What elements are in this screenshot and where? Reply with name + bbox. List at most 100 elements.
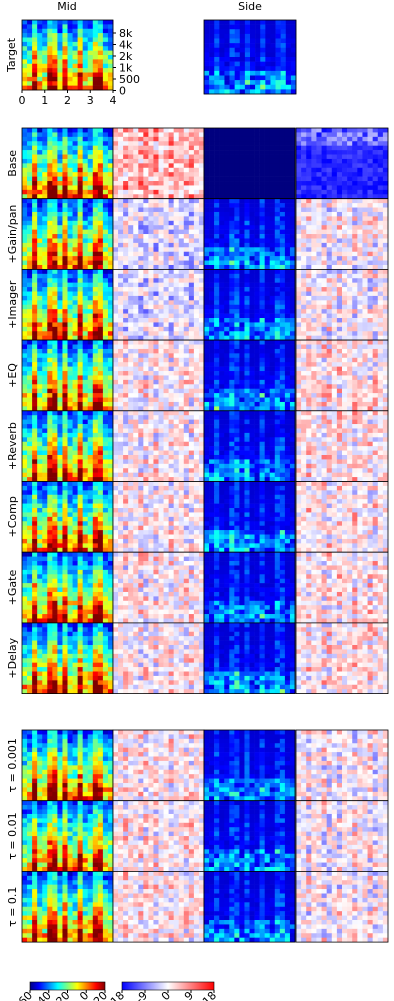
- cell: [88, 38, 93, 43]
- cell: [179, 132, 184, 137]
- cell: [133, 155, 138, 160]
- cell: [275, 384, 280, 389]
- cell: [57, 375, 62, 380]
- cell: [164, 340, 169, 345]
- cell: [260, 194, 265, 199]
- cell: [204, 141, 209, 146]
- cell: [290, 177, 295, 182]
- cell: [37, 318, 42, 323]
- cell: [290, 398, 295, 403]
- cell: [98, 238, 103, 243]
- cell: [174, 398, 179, 403]
- cell: [164, 287, 169, 292]
- cell: [179, 252, 184, 257]
- cell: [164, 243, 169, 248]
- cell: [255, 132, 260, 137]
- cell: [148, 172, 153, 177]
- cell: [164, 155, 169, 160]
- cell: [229, 278, 234, 283]
- cell: [88, 345, 93, 350]
- cell: [93, 375, 98, 380]
- cell: [357, 300, 362, 305]
- cell: [108, 371, 113, 376]
- cell: [383, 278, 388, 283]
- cell: [224, 314, 229, 319]
- cell: [229, 190, 234, 195]
- cell: [98, 309, 103, 314]
- cell: [229, 322, 234, 327]
- cell: [378, 314, 383, 319]
- cell: [224, 345, 229, 350]
- cell: [22, 20, 27, 25]
- cell: [153, 146, 158, 151]
- cell: [108, 314, 113, 319]
- cell: [143, 349, 148, 354]
- cell: [184, 300, 189, 305]
- cell: [159, 177, 164, 182]
- cell: [148, 238, 153, 243]
- cell: [184, 247, 189, 252]
- cell: [123, 278, 128, 283]
- cell: [209, 252, 214, 257]
- cell: [352, 252, 357, 257]
- cell: [78, 185, 83, 190]
- cell: [255, 314, 260, 319]
- cell: [32, 247, 37, 252]
- cell: [265, 20, 270, 25]
- cell: [138, 163, 143, 168]
- cell: [37, 393, 42, 398]
- cell: [143, 155, 148, 160]
- cell: [68, 287, 73, 292]
- cell: [352, 269, 357, 274]
- cell: [62, 185, 67, 190]
- cell: [62, 212, 67, 217]
- cell: [143, 340, 148, 345]
- cell: [357, 261, 362, 266]
- cell: [347, 274, 352, 279]
- cell: [88, 141, 93, 146]
- cell: [311, 159, 316, 164]
- cell: [219, 358, 224, 363]
- cell: [296, 203, 301, 208]
- cell: [123, 168, 128, 173]
- cell: [199, 367, 204, 372]
- cell: [83, 55, 88, 60]
- cell: [184, 406, 189, 411]
- cell: [362, 336, 367, 341]
- cell: [78, 172, 83, 177]
- cell: [255, 305, 260, 310]
- cell: [270, 318, 275, 323]
- cell: [37, 287, 42, 292]
- cell: [57, 358, 62, 363]
- cell: [290, 305, 295, 310]
- cell: [184, 340, 189, 345]
- cell: [250, 52, 255, 57]
- cell: [78, 230, 83, 235]
- cell: [57, 353, 62, 358]
- cell: [93, 291, 98, 296]
- cell: [290, 318, 295, 323]
- cell: [143, 274, 148, 279]
- cell: [368, 305, 373, 310]
- cell: [214, 185, 219, 190]
- cell: [68, 349, 73, 354]
- cell: [219, 172, 224, 177]
- cell: [169, 212, 174, 217]
- cell: [32, 371, 37, 376]
- cell: [357, 199, 362, 204]
- cell: [270, 80, 275, 85]
- cell: [352, 300, 357, 305]
- cell: [73, 46, 78, 51]
- cell: [285, 367, 290, 372]
- cell: [143, 402, 148, 407]
- cell: [118, 203, 123, 208]
- cell: [301, 322, 306, 327]
- cell: [123, 340, 128, 345]
- cell: [153, 155, 158, 160]
- cell: [276, 71, 281, 76]
- cell: [88, 336, 93, 341]
- cell: [42, 243, 47, 248]
- cell: [352, 256, 357, 261]
- cell: [224, 384, 229, 389]
- cell: [103, 132, 108, 137]
